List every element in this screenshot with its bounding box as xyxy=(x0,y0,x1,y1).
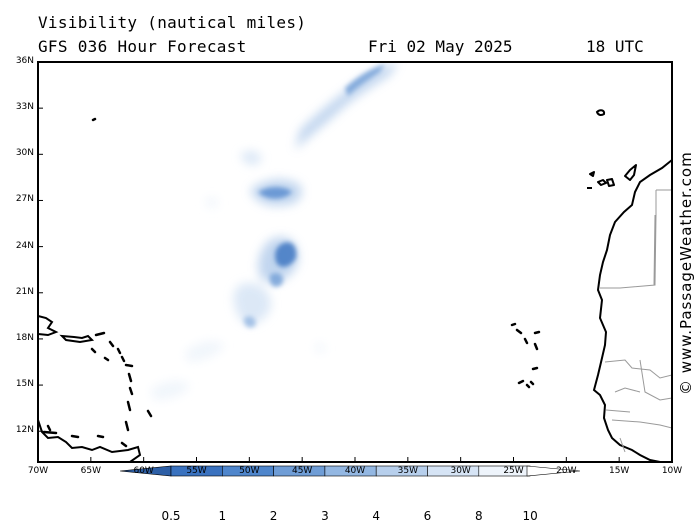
title-date: Fri 02 May 2025 xyxy=(368,37,513,56)
colorbar-tick-label: 2 xyxy=(269,509,278,523)
credit-watermark: © www.PassageWeather.com xyxy=(677,151,695,395)
lon-label: 30W xyxy=(450,466,471,476)
lon-label: 50W xyxy=(239,466,260,476)
lon-label: 35W xyxy=(397,466,418,476)
visibility-field xyxy=(150,62,398,400)
lon-label: 55W xyxy=(186,466,207,476)
map-frame xyxy=(37,61,673,463)
colorbar-boxes xyxy=(170,465,531,477)
lat-label: 12N xyxy=(15,425,34,436)
lon-label: 45W xyxy=(291,466,313,476)
lat-label: 18N xyxy=(15,332,34,343)
colorbar-tick-label: 1 xyxy=(218,509,227,523)
lon-label: 15W xyxy=(608,466,630,476)
colorbar-tick-label: 8 xyxy=(474,509,483,523)
colorbar-high-arrow xyxy=(526,465,581,477)
land-africa xyxy=(592,158,672,462)
lon-label: 20W xyxy=(556,466,577,476)
lat-label: 15N xyxy=(15,379,34,390)
title-time: 18 UTC xyxy=(586,37,644,56)
lon-label: 40W xyxy=(344,466,366,476)
title-variable: Visibility (nautical miles) xyxy=(38,13,307,32)
lon-label: 25W xyxy=(503,466,524,476)
lat-label: 27N xyxy=(15,194,34,205)
colorbar-tick-label: 4 xyxy=(372,509,380,523)
lon-label: 65W xyxy=(80,466,101,476)
colorbar-tick-label: 0.5 xyxy=(161,509,181,523)
lon-label: 70W xyxy=(27,466,49,476)
colorbar-tick-label: 3 xyxy=(321,509,329,523)
colorbar xyxy=(119,465,581,477)
lat-label: 24N xyxy=(15,240,34,251)
lat-label: 30N xyxy=(15,148,34,159)
lat-label: 33N xyxy=(15,102,34,113)
colorbar-tick-label: 6 xyxy=(423,509,432,523)
land-caribbean xyxy=(38,314,153,462)
lon-label: 60W xyxy=(133,466,154,476)
lat-label: 21N xyxy=(15,286,34,297)
colorbar-tick-label: 10 xyxy=(522,509,538,523)
title-model-run: GFS 036 Hour Forecast xyxy=(38,37,247,56)
axis-ticks xyxy=(37,61,673,462)
lon-label: 10W xyxy=(661,466,683,476)
atlantic-islands xyxy=(91,109,637,389)
lat-label: 36N xyxy=(15,56,34,66)
